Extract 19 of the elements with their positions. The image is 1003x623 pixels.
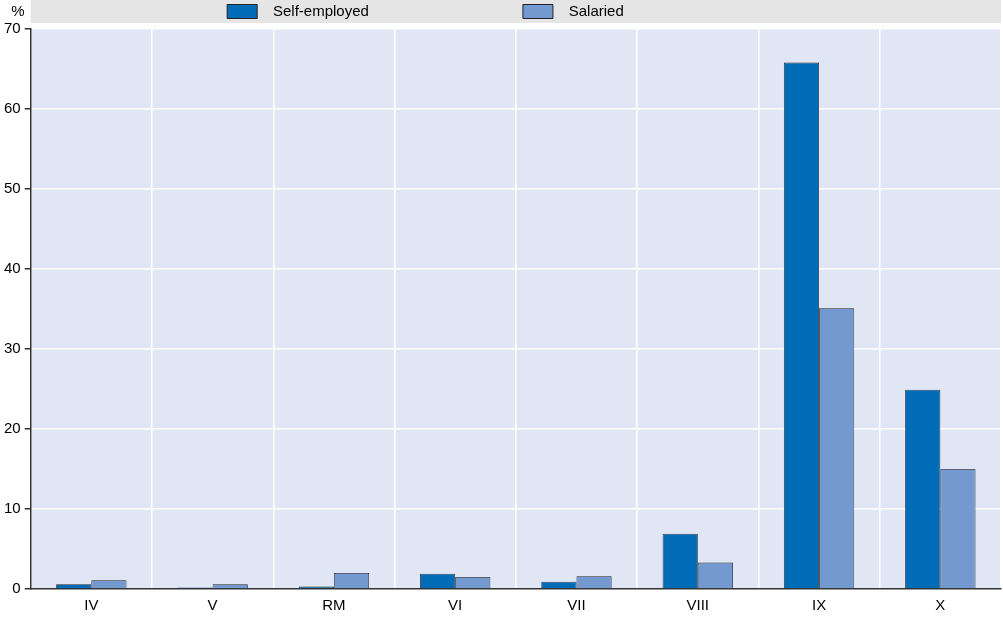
y-tick-label: 40 xyxy=(4,259,21,277)
y-tick-label: 30 xyxy=(4,339,21,357)
y-tick-label: 20 xyxy=(4,419,21,437)
y-tick-label: 0 xyxy=(12,579,21,597)
y-tick-label: 10 xyxy=(4,499,21,517)
x-tick-label: VIII xyxy=(686,596,710,614)
y-tick-label: 70 xyxy=(4,19,21,37)
x-tick-label: RM xyxy=(322,596,346,614)
x-tick-label: X xyxy=(935,596,946,614)
x-tick-label: IX xyxy=(811,596,827,614)
x-tick-label: V xyxy=(207,596,218,614)
y-tick-label: 50 xyxy=(4,179,21,197)
x-tick-label: VII xyxy=(567,596,586,614)
x-tick-label: VI xyxy=(448,596,463,614)
x-tick-label: IV xyxy=(84,596,99,614)
y-axis-title: % xyxy=(11,1,25,19)
y-tick-label: 60 xyxy=(4,99,21,117)
legend-label: Self-employed xyxy=(264,1,519,19)
legend-label: Salaried xyxy=(560,1,774,19)
